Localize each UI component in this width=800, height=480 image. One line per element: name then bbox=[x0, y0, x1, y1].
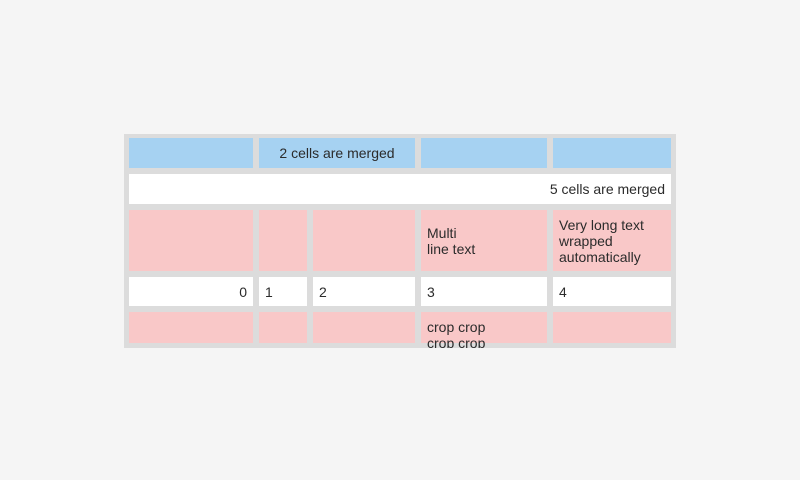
table-cell-r3c5[interactable]: Very long text wrapped automatically bbox=[553, 210, 671, 271]
table-cell-r3c1[interactable] bbox=[129, 210, 253, 271]
table-cell-r3c4[interactable]: Multi line text bbox=[421, 210, 547, 271]
table-cell-text: Very long text wrapped automatically bbox=[559, 216, 644, 265]
table-cell-r5c1[interactable] bbox=[129, 312, 253, 348]
table-cell-text: 1 bbox=[265, 283, 273, 300]
table-cell-r4c2[interactable]: 1 bbox=[259, 277, 307, 306]
table-cell-r5c2[interactable] bbox=[259, 312, 307, 348]
table-cell-text: 2 cells are merged bbox=[279, 145, 395, 161]
table-cell-r3c2[interactable] bbox=[259, 210, 307, 271]
table-cell-text: 0 bbox=[239, 283, 247, 300]
table-cell-text: 5 cells are merged bbox=[549, 181, 665, 197]
table-cell-r4c3[interactable]: 2 bbox=[313, 277, 415, 306]
table-cell-r4c1[interactable]: 0 bbox=[129, 277, 253, 306]
table-cell-r1c2-merged[interactable]: 2 cells are merged bbox=[259, 138, 415, 168]
table-cell-r4c5[interactable]: 4 bbox=[553, 277, 671, 306]
table-cell-text: 4 bbox=[559, 283, 567, 300]
table-cell-r2-merged[interactable]: 5 cells are merged bbox=[129, 174, 671, 204]
table-cell-text: crop crop crop crop bbox=[427, 319, 486, 348]
table-cell-r1c1[interactable] bbox=[129, 138, 253, 168]
table-cell-r4c4[interactable]: 3 bbox=[421, 277, 547, 306]
table-cell-r3c3[interactable] bbox=[313, 210, 415, 271]
table-cell-r1c4[interactable] bbox=[421, 138, 547, 168]
table-cell-r1c5[interactable] bbox=[553, 138, 671, 168]
table-widget: 2 cells are merged 5 cells are merged Mu… bbox=[124, 134, 676, 348]
table-cell-r5c5[interactable] bbox=[553, 312, 671, 348]
table-cell-text: 3 bbox=[427, 283, 435, 300]
table-cell-text: 2 bbox=[319, 283, 327, 300]
table-cell-text: Multi line text bbox=[427, 224, 476, 257]
table-cell-r5c3[interactable] bbox=[313, 312, 415, 348]
table-cell-r5c4-cropped[interactable]: crop crop crop crop bbox=[421, 312, 547, 348]
